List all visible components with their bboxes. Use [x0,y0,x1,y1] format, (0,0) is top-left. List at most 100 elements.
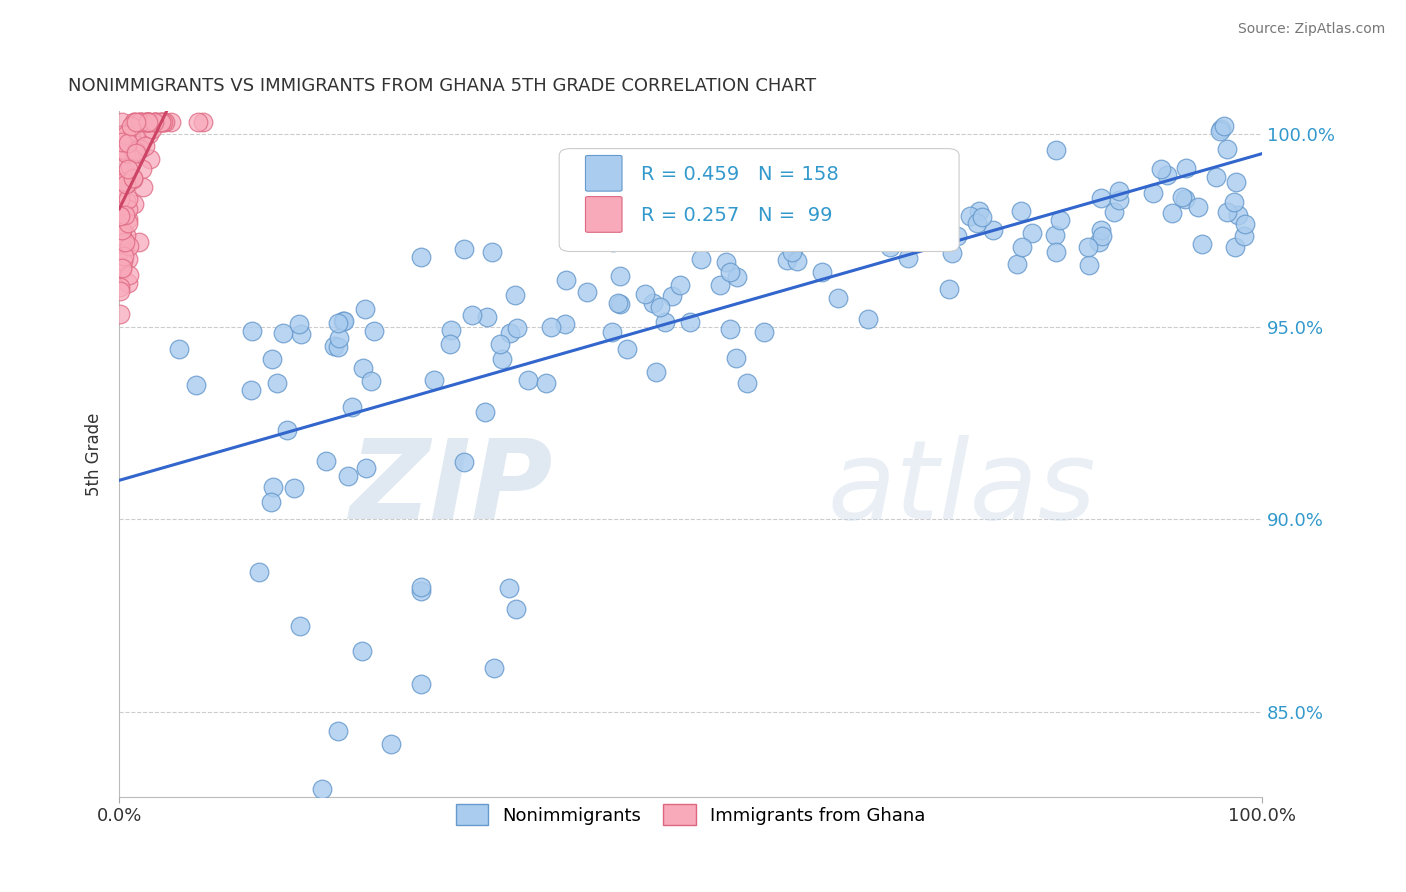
Point [108,193,131,207]
Point [283,481,305,495]
Point [1227,208,1250,222]
Point [110,280,132,294]
Point [117,268,139,282]
Point [709,278,731,293]
Point [117,161,139,176]
Text: atlas: atlas [828,434,1097,541]
Text: Source: ZipAtlas.com: Source: ZipAtlas.com [1237,22,1385,37]
Point [117,136,139,150]
Point [817,231,839,245]
Point [149,115,172,129]
Point [129,115,152,129]
Point [810,220,832,235]
FancyBboxPatch shape [585,155,621,191]
Point [110,184,132,198]
Point [411,583,433,598]
Point [673,207,696,221]
Point [941,245,963,260]
Point [145,115,167,129]
Point [323,339,346,353]
Point [125,144,148,158]
Point [128,136,150,151]
Point [1108,184,1130,198]
Point [111,261,134,276]
Point [110,189,132,203]
Point [122,115,145,129]
Point [1234,217,1257,231]
Point [276,423,298,437]
Point [1049,213,1071,227]
Point [152,115,174,129]
Point [554,273,576,287]
Point [801,204,824,219]
Point [239,383,262,397]
Point [1102,205,1125,219]
Point [1045,143,1067,157]
Point [1171,190,1194,204]
Point [907,180,929,194]
Y-axis label: 5th Grade: 5th Grade [86,412,103,496]
Point [609,269,631,284]
Point [311,782,333,797]
Point [1225,175,1247,189]
Point [575,285,598,299]
Point [856,197,879,211]
Point [856,311,879,326]
Point [380,738,402,752]
Point [332,313,354,327]
Point [474,405,496,419]
Point [516,373,538,387]
Point [118,175,141,189]
Point [718,321,741,335]
Point [111,253,134,268]
Point [315,454,337,468]
Point [247,566,270,580]
Point [409,250,432,264]
Point [138,115,160,129]
Point [122,115,145,129]
Point [128,235,150,249]
Point [737,376,759,391]
Point [354,461,377,475]
Point [111,161,134,175]
FancyBboxPatch shape [585,196,621,232]
Point [353,301,375,316]
Point [827,291,849,305]
Point [115,128,138,143]
Point [1216,205,1239,219]
Point [111,168,134,182]
Point [1160,206,1182,220]
Point [160,115,183,129]
Point [111,263,134,277]
Point [607,296,630,310]
Point [117,202,139,217]
Point [150,115,173,129]
Point [491,351,513,366]
Point [477,310,499,325]
Point [142,115,165,129]
Point [678,315,700,329]
Point [111,223,134,237]
Point [110,260,132,274]
Point [1213,120,1236,134]
Point [110,227,132,242]
Point [145,115,167,129]
Point [1021,226,1043,240]
Point [262,480,284,494]
Point [128,142,150,156]
Point [1187,200,1209,214]
Point [108,307,131,321]
Point [117,216,139,230]
Point [834,234,856,248]
Point [1087,235,1109,249]
Point [333,314,356,328]
Point [125,137,148,152]
Point [461,309,484,323]
Point [122,171,145,186]
Point [125,126,148,140]
Point [128,115,150,129]
Point [484,661,506,675]
Point [191,115,214,129]
Point [879,240,901,254]
Point [780,245,803,260]
